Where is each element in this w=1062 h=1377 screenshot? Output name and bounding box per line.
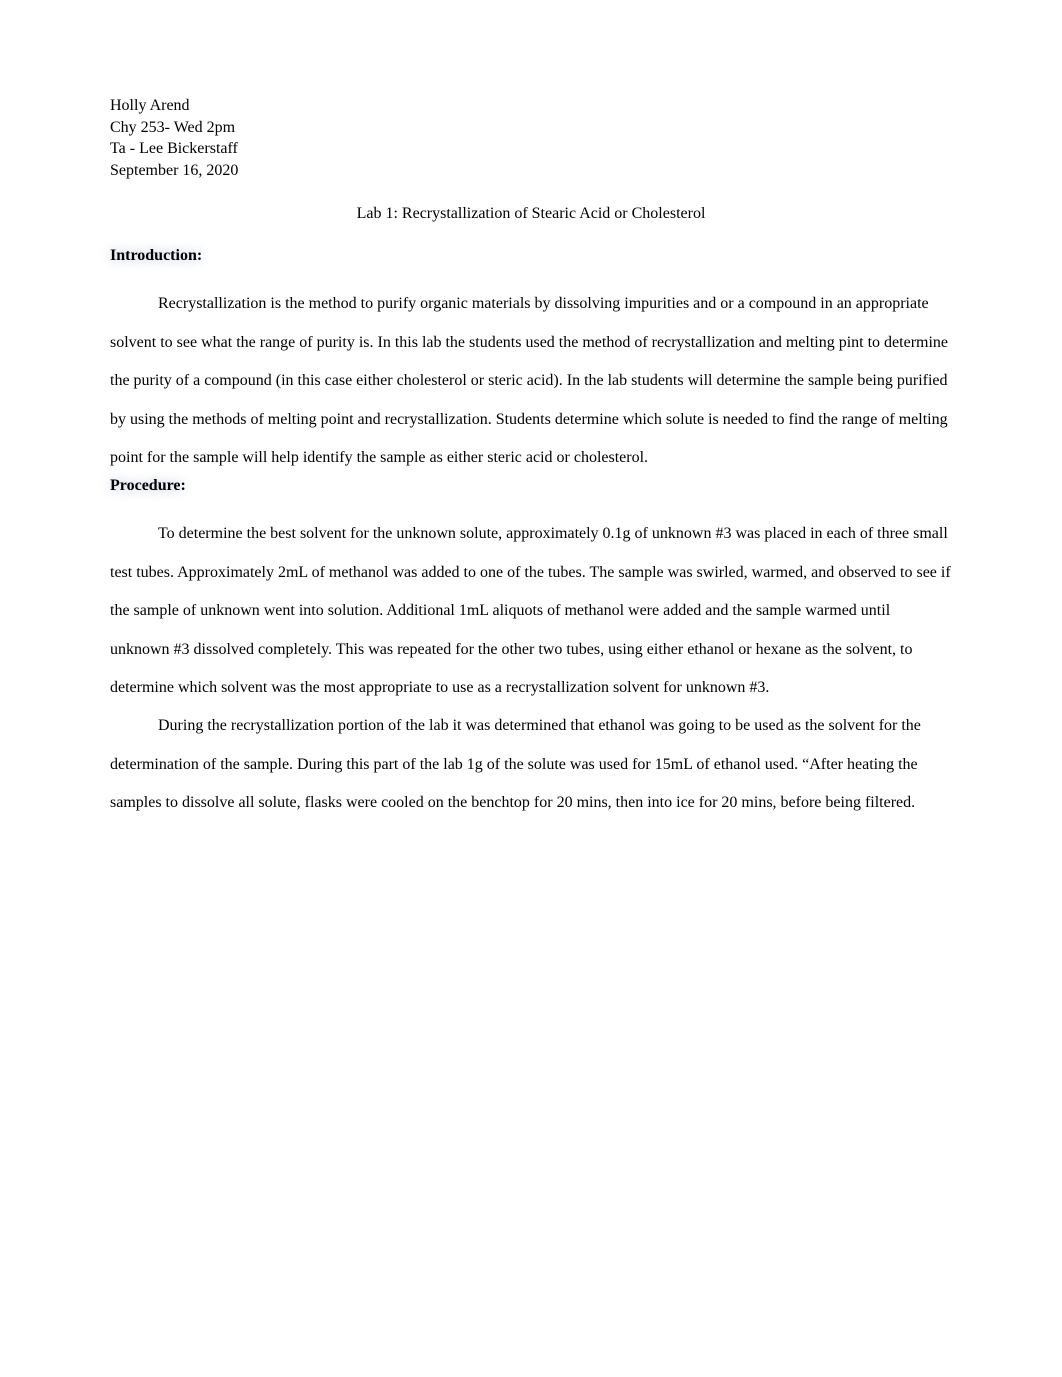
- procedure-heading: Procedure:: [110, 477, 952, 495]
- date: September 16, 2020: [110, 160, 952, 182]
- header-block: Holly Arend Chy 253- Wed 2pm Ta - Lee Bi…: [110, 95, 952, 181]
- procedure-paragraph-2: During the recrystallization portion of …: [110, 707, 952, 822]
- document-title: Lab 1: Recrystallization of Stearic Acid…: [110, 205, 952, 223]
- author-name: Holly Arend: [110, 95, 952, 117]
- course-info: Chy 253- Wed 2pm: [110, 117, 952, 139]
- procedure-paragraph-1: To determine the best solvent for the un…: [110, 515, 952, 707]
- introduction-paragraph: Recrystallization is the method to purif…: [110, 285, 952, 477]
- ta-info: Ta - Lee Bickerstaff: [110, 138, 952, 160]
- introduction-heading: Introduction:: [110, 247, 952, 265]
